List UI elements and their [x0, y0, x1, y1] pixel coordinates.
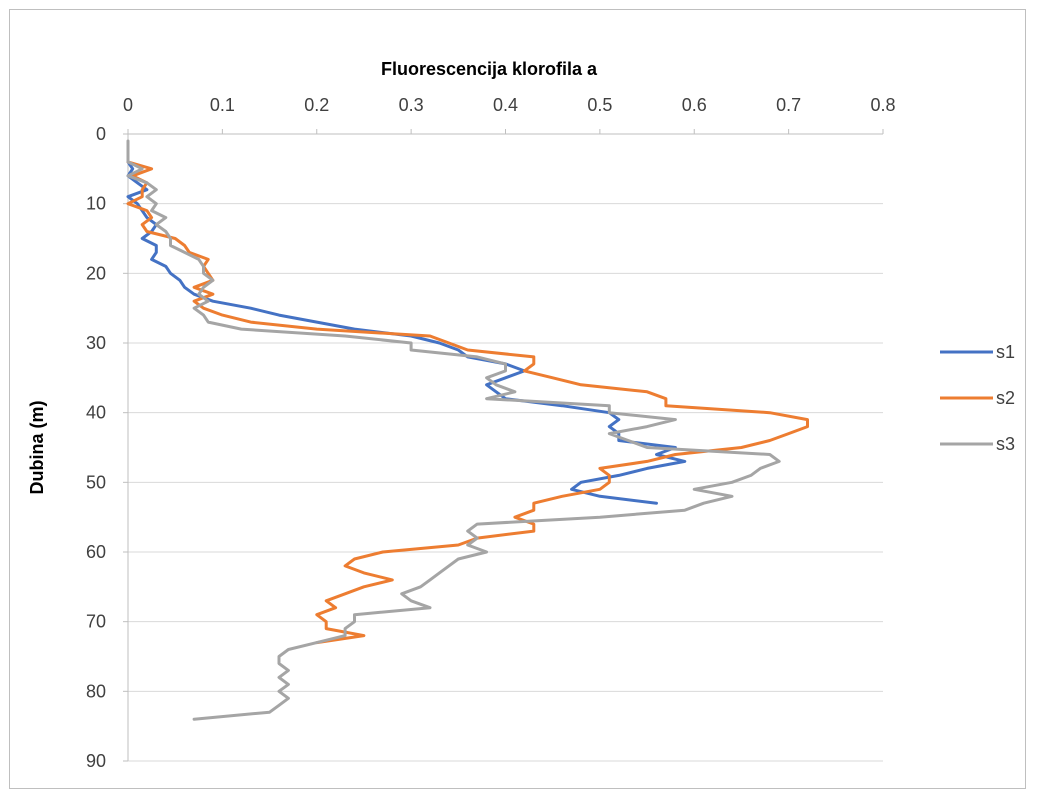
y-tick-label: 70	[86, 612, 106, 632]
grid-lines	[128, 203, 883, 762]
series-line-s2	[126, 160, 809, 645]
x-axis-title: Fluorescencija klorofila a	[381, 59, 598, 79]
legend: s1 s2 s3	[940, 342, 1015, 454]
x-tick-label: 0.8	[870, 95, 895, 115]
y-tick-label: 50	[86, 472, 106, 492]
x-tick-label: 0.6	[682, 95, 707, 115]
x-tick-label: 0.4	[493, 95, 518, 115]
series-line-s1	[126, 160, 687, 505]
chart-svg: 0 10 20 30 40 50 60 70 80 90 0 0.1 0.2 0.3 0.4 0.5 0.6 0.…	[27, 59, 1015, 771]
x-tick-label: 0.3	[399, 95, 424, 115]
chart-frame: 0 10 20 30 40 50 60 70 80 90 0 0.1 0.2 0.3 0.4 0.5 0.6 0.…	[9, 9, 1026, 789]
y-tick-label: 0	[96, 124, 106, 144]
legend-label-s1: s1	[996, 342, 1015, 362]
x-tick-label: 0.2	[304, 95, 329, 115]
y-tick-label: 30	[86, 333, 106, 353]
axes: 0 10 20 30 40 50 60 70 80 90 0 0.1 0.2 0.3 0.4 0.5 0.6 0.…	[86, 95, 896, 771]
y-axis-title: Dubina (m)	[27, 401, 47, 495]
y-tick-label: 90	[86, 751, 106, 771]
y-tick-label: 60	[86, 542, 106, 562]
series-lines	[126, 139, 809, 721]
legend-label-s3: s3	[996, 434, 1015, 454]
legend-label-s2: s2	[996, 388, 1015, 408]
y-tick-label: 40	[86, 403, 106, 423]
y-tick-label: 10	[86, 194, 106, 214]
x-tick-label: 0	[123, 95, 133, 115]
y-tick-label: 20	[86, 263, 106, 283]
x-tick-label: 0.1	[210, 95, 235, 115]
x-tick-label: 0.7	[776, 95, 801, 115]
y-tick-label: 80	[86, 681, 106, 701]
series-line-s3	[126, 139, 781, 721]
x-tick-label: 0.5	[587, 95, 612, 115]
